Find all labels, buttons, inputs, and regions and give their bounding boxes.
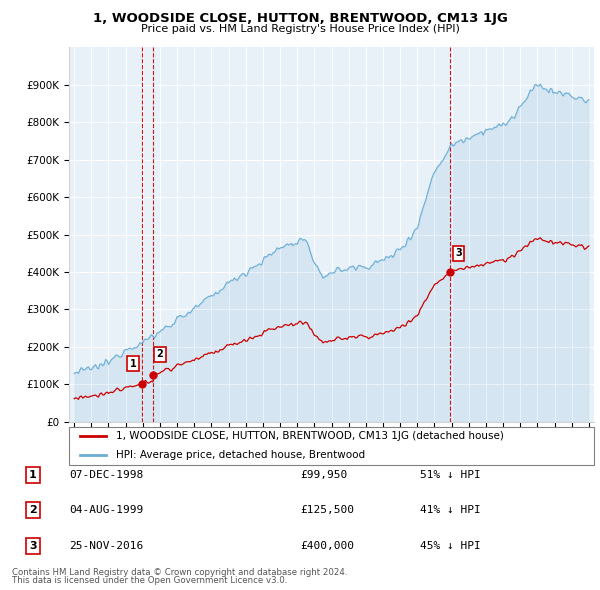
Text: £400,000: £400,000: [300, 541, 354, 550]
Text: 04-AUG-1999: 04-AUG-1999: [69, 506, 143, 515]
Text: 1: 1: [130, 359, 136, 369]
Text: 07-DEC-1998: 07-DEC-1998: [69, 470, 143, 480]
Text: 2: 2: [29, 506, 37, 515]
FancyBboxPatch shape: [69, 427, 594, 466]
Text: This data is licensed under the Open Government Licence v3.0.: This data is licensed under the Open Gov…: [12, 576, 287, 585]
Text: Contains HM Land Registry data © Crown copyright and database right 2024.: Contains HM Land Registry data © Crown c…: [12, 568, 347, 577]
Text: 51% ↓ HPI: 51% ↓ HPI: [420, 470, 481, 480]
Text: Price paid vs. HM Land Registry's House Price Index (HPI): Price paid vs. HM Land Registry's House …: [140, 24, 460, 34]
Text: £125,500: £125,500: [300, 506, 354, 515]
Text: 1, WOODSIDE CLOSE, HUTTON, BRENTWOOD, CM13 1JG (detached house): 1, WOODSIDE CLOSE, HUTTON, BRENTWOOD, CM…: [116, 431, 504, 441]
Text: £99,950: £99,950: [300, 470, 347, 480]
Text: HPI: Average price, detached house, Brentwood: HPI: Average price, detached house, Bren…: [116, 450, 365, 460]
Text: 45% ↓ HPI: 45% ↓ HPI: [420, 541, 481, 550]
Text: 3: 3: [29, 541, 37, 550]
Text: 1, WOODSIDE CLOSE, HUTTON, BRENTWOOD, CM13 1JG: 1, WOODSIDE CLOSE, HUTTON, BRENTWOOD, CM…: [92, 12, 508, 25]
Text: 41% ↓ HPI: 41% ↓ HPI: [420, 506, 481, 515]
Text: 2: 2: [157, 349, 163, 359]
Text: 25-NOV-2016: 25-NOV-2016: [69, 541, 143, 550]
Text: 3: 3: [455, 248, 462, 258]
Text: 1: 1: [29, 470, 37, 480]
